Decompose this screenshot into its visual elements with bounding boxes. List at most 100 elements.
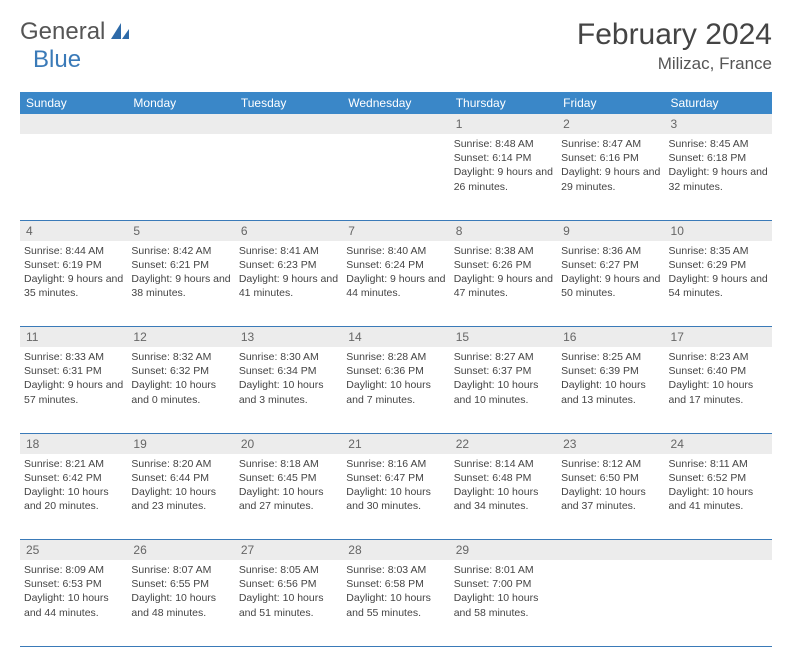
day-cell: Sunrise: 8:45 AMSunset: 6:18 PMDaylight:… [665,134,772,220]
day-cell: Sunrise: 8:27 AMSunset: 6:37 PMDaylight:… [450,347,557,433]
day-number-cell: 26 [127,540,234,561]
day-number-cell: 23 [557,433,664,454]
day-number-cell: 1 [450,114,557,134]
day-data: Sunrise: 8:16 AMSunset: 6:47 PMDaylight:… [346,454,445,514]
day-number-cell: 17 [665,327,772,348]
day-data: Sunrise: 8:38 AMSunset: 6:26 PMDaylight:… [454,241,553,301]
day-cell: Sunrise: 8:23 AMSunset: 6:40 PMDaylight:… [665,347,772,433]
day-cell: Sunrise: 8:21 AMSunset: 6:42 PMDaylight:… [20,454,127,540]
weekday-header: Sunday [20,92,127,114]
day-number-cell: 16 [557,327,664,348]
week-row: Sunrise: 8:48 AMSunset: 6:14 PMDaylight:… [20,134,772,220]
day-number-cell: 20 [235,433,342,454]
day-number-cell: 7 [342,220,449,241]
day-data: Sunrise: 8:12 AMSunset: 6:50 PMDaylight:… [561,454,660,514]
day-data: Sunrise: 8:18 AMSunset: 6:45 PMDaylight:… [239,454,338,514]
day-number-cell: 29 [450,540,557,561]
day-cell: Sunrise: 8:35 AMSunset: 6:29 PMDaylight:… [665,241,772,327]
weekday-header: Thursday [450,92,557,114]
day-number-cell: 8 [450,220,557,241]
page-header: General February 2024 Milizac, France [20,18,772,74]
day-number-cell: 25 [20,540,127,561]
day-data: Sunrise: 8:40 AMSunset: 6:24 PMDaylight:… [346,241,445,301]
day-cell: Sunrise: 8:42 AMSunset: 6:21 PMDaylight:… [127,241,234,327]
day-data: Sunrise: 8:30 AMSunset: 6:34 PMDaylight:… [239,347,338,407]
day-cell: Sunrise: 8:03 AMSunset: 6:58 PMDaylight:… [342,560,449,646]
day-number-cell: 6 [235,220,342,241]
day-cell: Sunrise: 8:44 AMSunset: 6:19 PMDaylight:… [20,241,127,327]
day-data: Sunrise: 8:25 AMSunset: 6:39 PMDaylight:… [561,347,660,407]
day-data: Sunrise: 8:44 AMSunset: 6:19 PMDaylight:… [24,241,123,301]
day-data: Sunrise: 8:33 AMSunset: 6:31 PMDaylight:… [24,347,123,407]
day-number-cell: 24 [665,433,772,454]
day-cell: Sunrise: 8:07 AMSunset: 6:55 PMDaylight:… [127,560,234,646]
day-number-cell: 22 [450,433,557,454]
week-row: Sunrise: 8:09 AMSunset: 6:53 PMDaylight:… [20,560,772,646]
day-data: Sunrise: 8:42 AMSunset: 6:21 PMDaylight:… [131,241,230,301]
day-number-cell: 2 [557,114,664,134]
day-data: Sunrise: 8:28 AMSunset: 6:36 PMDaylight:… [346,347,445,407]
day-cell: Sunrise: 8:30 AMSunset: 6:34 PMDaylight:… [235,347,342,433]
day-number-cell [557,540,664,561]
weekday-header: Wednesday [342,92,449,114]
empty-cell [665,560,772,646]
day-number-cell [342,114,449,134]
day-data: Sunrise: 8:20 AMSunset: 6:44 PMDaylight:… [131,454,230,514]
weekday-header: Tuesday [235,92,342,114]
day-number-cell: 5 [127,220,234,241]
day-cell: Sunrise: 8:14 AMSunset: 6:48 PMDaylight:… [450,454,557,540]
weekday-header-row: Sunday Monday Tuesday Wednesday Thursday… [20,92,772,114]
day-cell: Sunrise: 8:16 AMSunset: 6:47 PMDaylight:… [342,454,449,540]
day-number-cell: 12 [127,327,234,348]
day-data: Sunrise: 8:48 AMSunset: 6:14 PMDaylight:… [454,134,553,194]
calendar-table: Sunday Monday Tuesday Wednesday Thursday… [20,92,772,647]
day-data: Sunrise: 8:14 AMSunset: 6:48 PMDaylight:… [454,454,553,514]
brand-general: General [20,18,105,46]
day-data: Sunrise: 8:07 AMSunset: 6:55 PMDaylight:… [131,560,230,620]
brand-blue: Blue [33,46,81,74]
day-number-cell: 18 [20,433,127,454]
empty-cell [127,134,234,220]
day-number-row: 123 [20,114,772,134]
day-cell: Sunrise: 8:38 AMSunset: 6:26 PMDaylight:… [450,241,557,327]
empty-cell [342,134,449,220]
day-number-cell: 15 [450,327,557,348]
day-cell: Sunrise: 8:47 AMSunset: 6:16 PMDaylight:… [557,134,664,220]
day-number-cell: 28 [342,540,449,561]
day-data: Sunrise: 8:41 AMSunset: 6:23 PMDaylight:… [239,241,338,301]
weekday-header: Friday [557,92,664,114]
day-number-cell [235,114,342,134]
sail-icon [109,21,131,46]
week-row: Sunrise: 8:21 AMSunset: 6:42 PMDaylight:… [20,454,772,540]
day-data: Sunrise: 8:01 AMSunset: 7:00 PMDaylight:… [454,560,553,620]
day-cell: Sunrise: 8:11 AMSunset: 6:52 PMDaylight:… [665,454,772,540]
day-data: Sunrise: 8:47 AMSunset: 6:16 PMDaylight:… [561,134,660,194]
day-number-cell: 27 [235,540,342,561]
day-number-cell [20,114,127,134]
week-row: Sunrise: 8:33 AMSunset: 6:31 PMDaylight:… [20,347,772,433]
day-cell: Sunrise: 8:12 AMSunset: 6:50 PMDaylight:… [557,454,664,540]
day-cell: Sunrise: 8:33 AMSunset: 6:31 PMDaylight:… [20,347,127,433]
day-cell: Sunrise: 8:41 AMSunset: 6:23 PMDaylight:… [235,241,342,327]
day-data: Sunrise: 8:09 AMSunset: 6:53 PMDaylight:… [24,560,123,620]
day-number-cell [665,540,772,561]
day-number-row: 2526272829 [20,540,772,561]
brand-logo: General [20,18,133,46]
day-data: Sunrise: 8:35 AMSunset: 6:29 PMDaylight:… [669,241,768,301]
calendar-body: 123Sunrise: 8:48 AMSunset: 6:14 PMDaylig… [20,114,772,646]
day-number-cell: 19 [127,433,234,454]
weekday-header: Monday [127,92,234,114]
day-cell: Sunrise: 8:05 AMSunset: 6:56 PMDaylight:… [235,560,342,646]
day-cell: Sunrise: 8:25 AMSunset: 6:39 PMDaylight:… [557,347,664,433]
day-cell: Sunrise: 8:36 AMSunset: 6:27 PMDaylight:… [557,241,664,327]
day-cell: Sunrise: 8:09 AMSunset: 6:53 PMDaylight:… [20,560,127,646]
day-number-cell: 4 [20,220,127,241]
day-cell: Sunrise: 8:18 AMSunset: 6:45 PMDaylight:… [235,454,342,540]
day-number-cell [127,114,234,134]
day-cell: Sunrise: 8:48 AMSunset: 6:14 PMDaylight:… [450,134,557,220]
empty-cell [235,134,342,220]
day-number-cell: 13 [235,327,342,348]
day-number-cell: 21 [342,433,449,454]
day-data: Sunrise: 8:21 AMSunset: 6:42 PMDaylight:… [24,454,123,514]
day-number-row: 18192021222324 [20,433,772,454]
